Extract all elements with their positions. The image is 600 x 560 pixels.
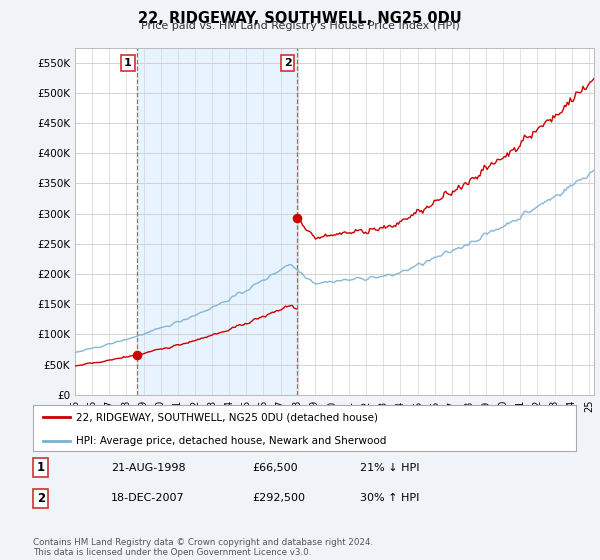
Text: HPI: Average price, detached house, Newark and Sherwood: HPI: Average price, detached house, Newa… <box>76 436 387 446</box>
Text: 2: 2 <box>37 492 45 505</box>
Text: 22, RIDGEWAY, SOUTHWELL, NG25 0DU: 22, RIDGEWAY, SOUTHWELL, NG25 0DU <box>138 11 462 26</box>
Text: 18-DEC-2007: 18-DEC-2007 <box>111 493 185 503</box>
Text: 30% ↑ HPI: 30% ↑ HPI <box>360 493 419 503</box>
Point <box>133 350 142 359</box>
Point <box>292 214 302 223</box>
Text: 21-AUG-1998: 21-AUG-1998 <box>111 463 185 473</box>
Text: £66,500: £66,500 <box>252 463 298 473</box>
Text: Price paid vs. HM Land Registry's House Price Index (HPI): Price paid vs. HM Land Registry's House … <box>140 21 460 31</box>
Text: 1: 1 <box>124 58 132 68</box>
Text: 22, RIDGEWAY, SOUTHWELL, NG25 0DU (detached house): 22, RIDGEWAY, SOUTHWELL, NG25 0DU (detac… <box>76 412 379 422</box>
Text: Contains HM Land Registry data © Crown copyright and database right 2024.
This d: Contains HM Land Registry data © Crown c… <box>33 538 373 557</box>
Text: 21% ↓ HPI: 21% ↓ HPI <box>360 463 419 473</box>
Text: £292,500: £292,500 <box>252 493 305 503</box>
Text: 2: 2 <box>284 58 292 68</box>
Bar <box>137 48 297 395</box>
Text: 1: 1 <box>37 461 45 474</box>
